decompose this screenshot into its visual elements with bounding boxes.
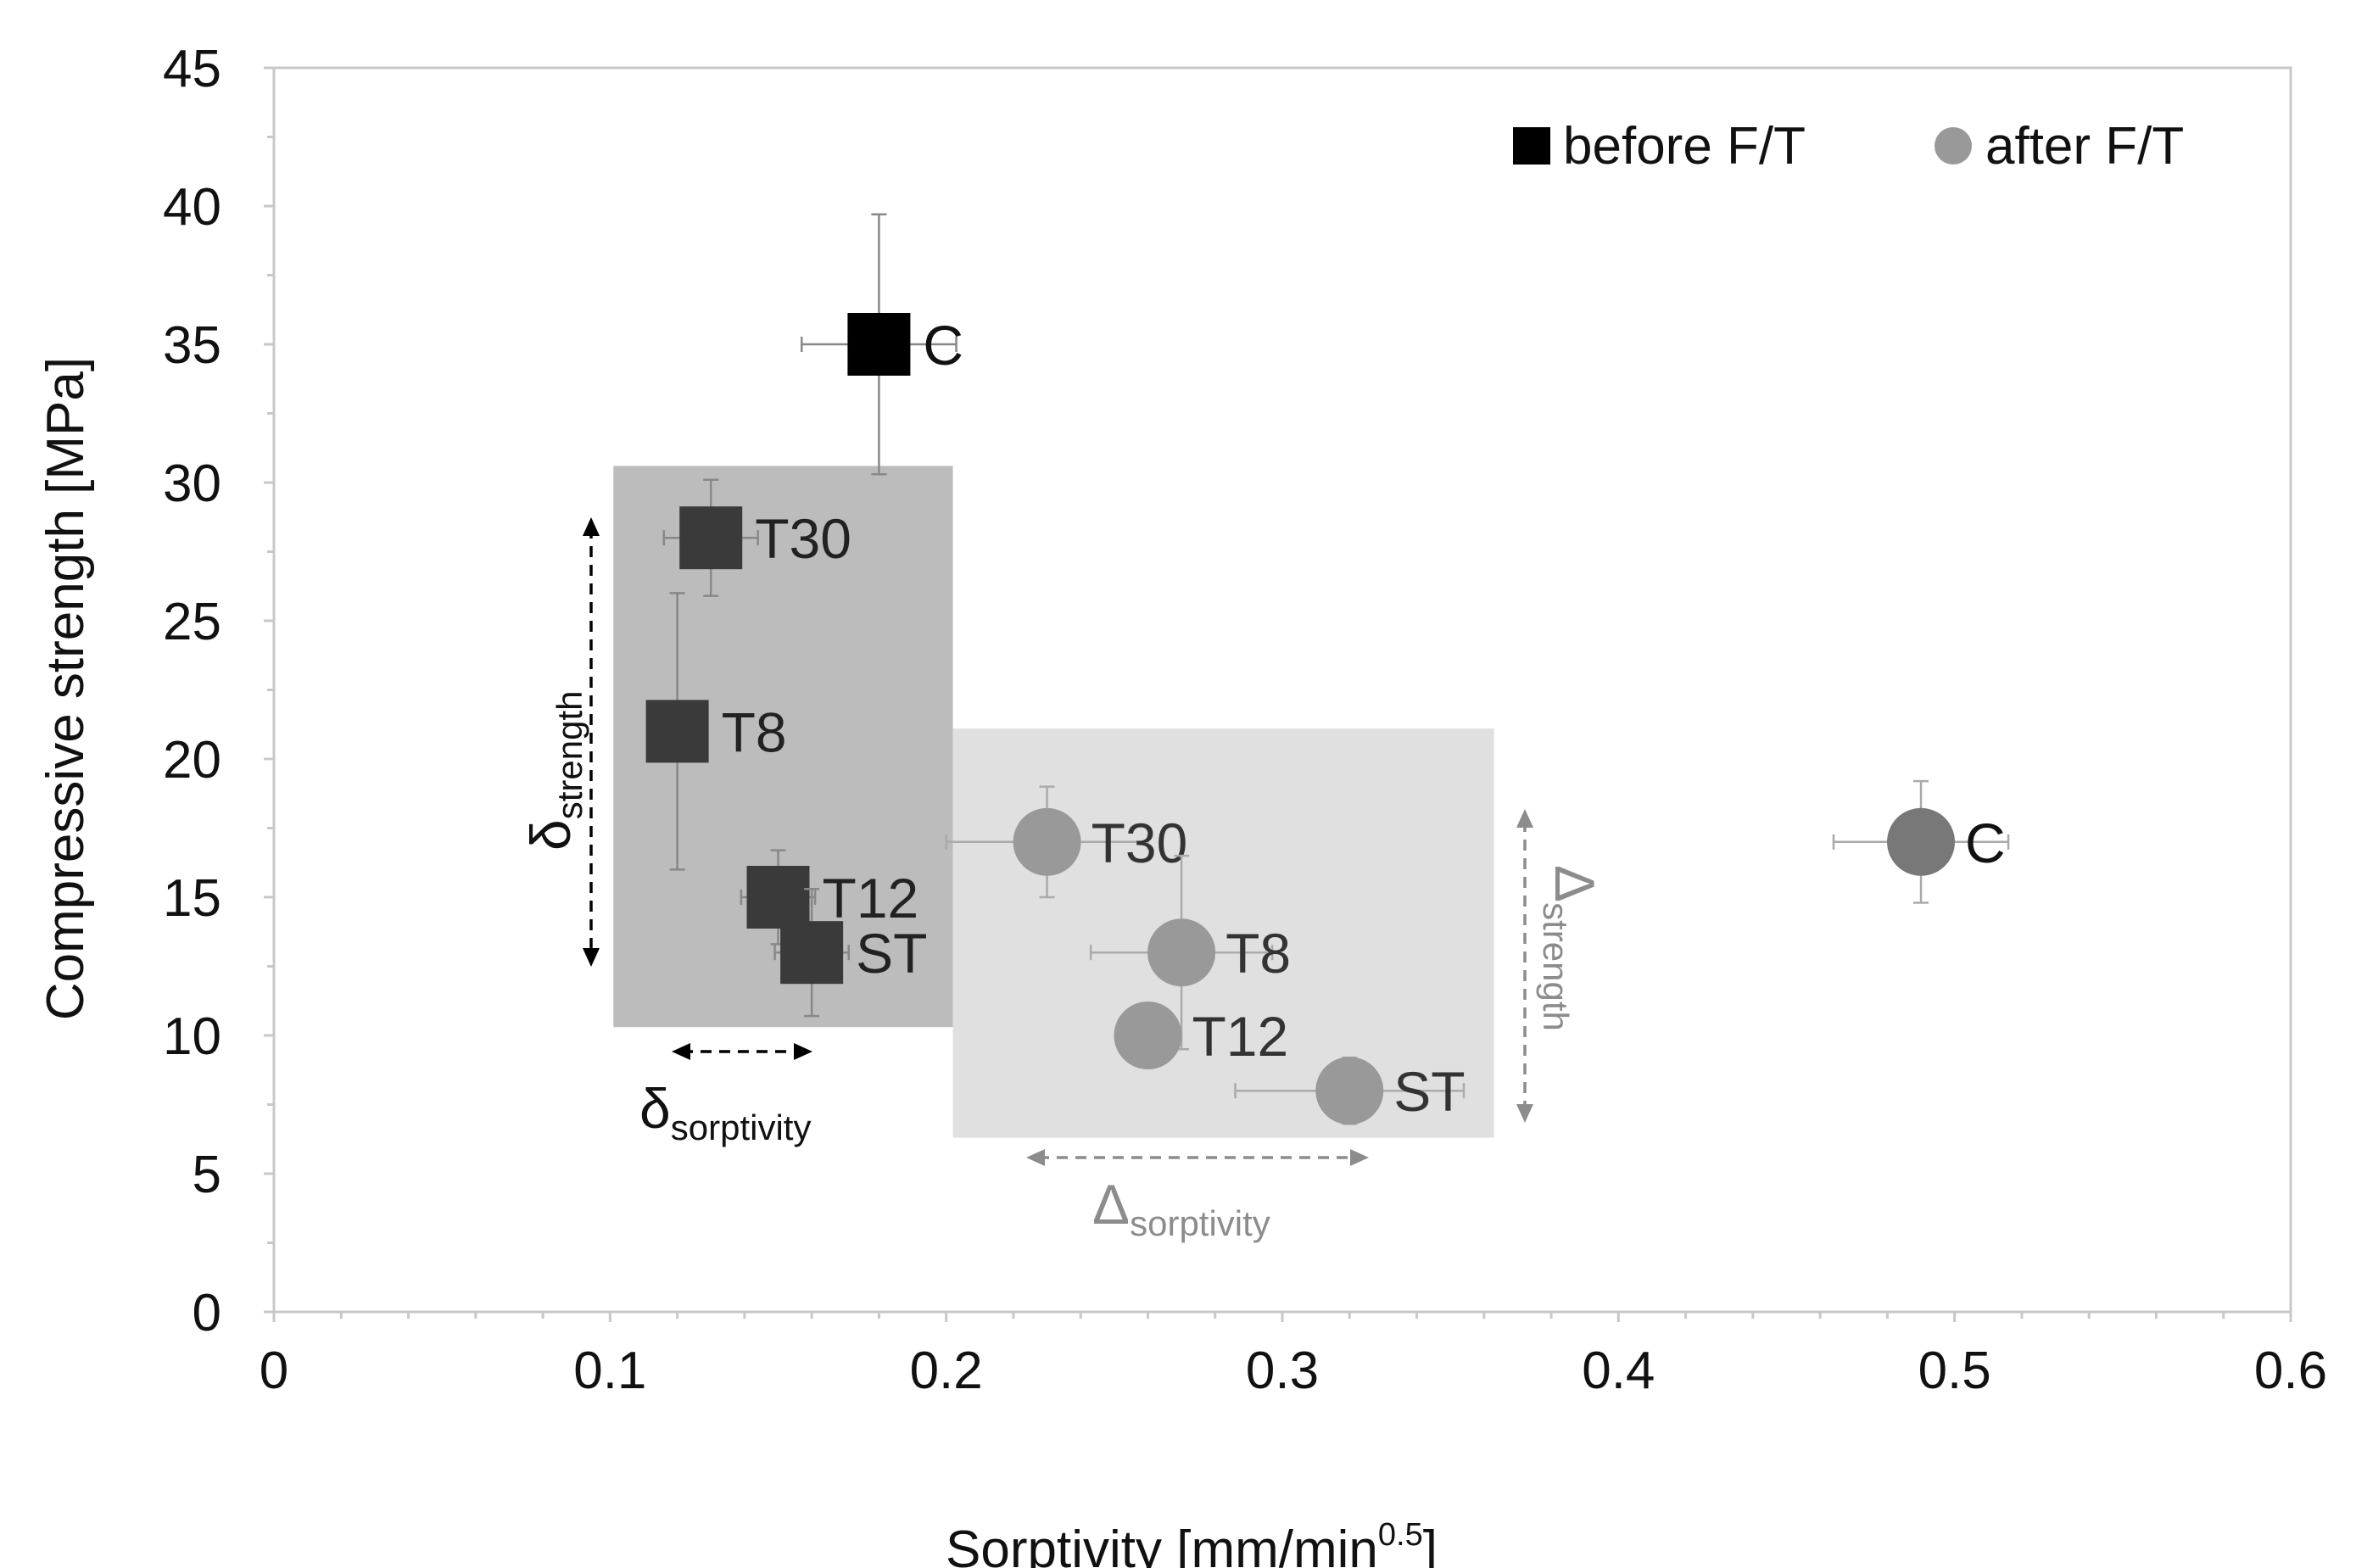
x-tick-label: 0 <box>260 1342 288 1400</box>
legend: before F/T after F/T <box>1513 117 2184 176</box>
x-tick-label: 0.1 <box>573 1342 646 1400</box>
point-group: T8 <box>1089 854 1291 1051</box>
y-tick-label: 40 <box>163 178 221 237</box>
legend-label-after: after F/T <box>1985 117 2184 176</box>
delta-sorptivity-before-symbol: δ <box>639 1077 671 1140</box>
axes: 0 5 10 15 20 25 30 35 40 45 0 0.1 0.2 0.3 0.4 0.5 0.6 <box>163 40 2327 1400</box>
delta-sorptivity-after-arrowhead-left <box>1026 1149 1045 1166</box>
marker-circle-t30 <box>1013 807 1081 876</box>
point-group: T8 <box>645 592 787 871</box>
marker-circle-t8 <box>1147 918 1216 987</box>
point-group: T12 <box>1114 1002 1288 1069</box>
point-label: T12 <box>1192 1005 1288 1068</box>
delta-strength-after-sub: strength <box>1536 902 1576 1031</box>
x-axis-label-sup: 0.5 <box>1378 1517 1423 1553</box>
x-tick-label: 0.2 <box>910 1342 983 1400</box>
delta-sorptivity-after-sub: sorptivity <box>1130 1203 1270 1243</box>
delta-strength-before-label: δstrength <box>519 690 589 851</box>
y-tick-label: 0 <box>193 1284 221 1342</box>
point-group: ST <box>773 887 927 1018</box>
y-tick-label: 30 <box>163 455 221 513</box>
x-tick-label: 0.5 <box>1918 1342 1991 1400</box>
x-axis-label-end: ] <box>1423 1521 1438 1568</box>
region-after <box>952 728 1494 1138</box>
delta-sorptivity-before-arrowhead-left <box>672 1043 690 1060</box>
y-tick-label: 5 <box>193 1146 221 1204</box>
marker-circle-t12 <box>1114 1002 1182 1069</box>
x-tick-label: 0.6 <box>2254 1342 2327 1400</box>
delta-strength-after-symbol: Δ <box>1544 865 1606 902</box>
point-label: ST <box>856 922 927 985</box>
point-label: T12 <box>823 867 919 929</box>
x-tick-label: 0.3 <box>1246 1342 1319 1400</box>
regions <box>613 466 1494 1138</box>
y-tick-label: 10 <box>163 1007 221 1066</box>
marker-square-st <box>780 921 844 985</box>
delta-sorptivity-after-label: Δsorptivity <box>1092 1173 1270 1243</box>
delta-strength-after-arrowhead-up <box>1516 809 1533 828</box>
delta-strength-before-arrowhead-up <box>583 517 600 536</box>
delta-sorptivity-before-arrowhead-right <box>794 1043 812 1060</box>
marker-square-t8 <box>645 700 709 763</box>
x-axis-label: Sorptivity [mm/min0.5] <box>946 1517 1438 1568</box>
y-tick-label: 35 <box>163 316 221 375</box>
point-group: T30 <box>662 478 851 597</box>
point-label: ST <box>1393 1060 1465 1123</box>
point-label: T30 <box>1091 812 1188 874</box>
marker-square-c <box>847 313 911 376</box>
marker-square-t30 <box>679 506 743 570</box>
delta-strength-before-sub: strength <box>550 690 589 819</box>
delta-sorptivity-before-label: δsorptivity <box>639 1077 811 1147</box>
point-label: T8 <box>722 700 787 763</box>
y-axis-label: Compressive strength [MPa] <box>36 357 95 1020</box>
delta-sorptivity-after-arrowhead-right <box>1350 1149 1369 1166</box>
marker-circle-st <box>1315 1057 1384 1125</box>
legend-marker-after <box>1934 127 1972 165</box>
marker-circle-c <box>1887 807 1956 876</box>
delta-sorptivity-before-sub: sorptivity <box>671 1108 812 1147</box>
point-label: T30 <box>755 507 851 570</box>
point-group: T12 <box>740 849 919 946</box>
delta-strength-before-symbol: δ <box>519 819 582 851</box>
delta-strength-after-arrowhead-down <box>1516 1104 1533 1123</box>
y-tick-label: 25 <box>163 593 221 651</box>
x-axis-label-main: Sorptivity [mm/min <box>946 1521 1378 1568</box>
point-label: C <box>1965 812 2006 874</box>
point-label: C <box>923 314 963 377</box>
delta-strength-after-label: Δstrength <box>1536 865 1606 1031</box>
y-tick-label: 45 <box>163 40 221 98</box>
annotations: δstrength δsorptivity Δstrength Δsorptiv… <box>519 517 1606 1243</box>
delta-strength-before-arrowhead-down <box>583 948 600 967</box>
point-group: T30 <box>945 785 1188 899</box>
point-group: C <box>800 213 963 476</box>
x-tick-label: 0.4 <box>1582 1342 1655 1400</box>
legend-label-before: before F/T <box>1563 117 1806 176</box>
marker-square-t12 <box>746 866 810 929</box>
legend-marker-before <box>1513 127 1550 165</box>
delta-sorptivity-after-symbol: Δ <box>1092 1173 1130 1236</box>
point-label: T8 <box>1225 922 1291 985</box>
y-tick-label: 15 <box>163 869 221 928</box>
y-tick-label: 20 <box>163 731 221 790</box>
point-group: ST <box>1234 1056 1466 1125</box>
point-group: C <box>1832 779 2010 904</box>
